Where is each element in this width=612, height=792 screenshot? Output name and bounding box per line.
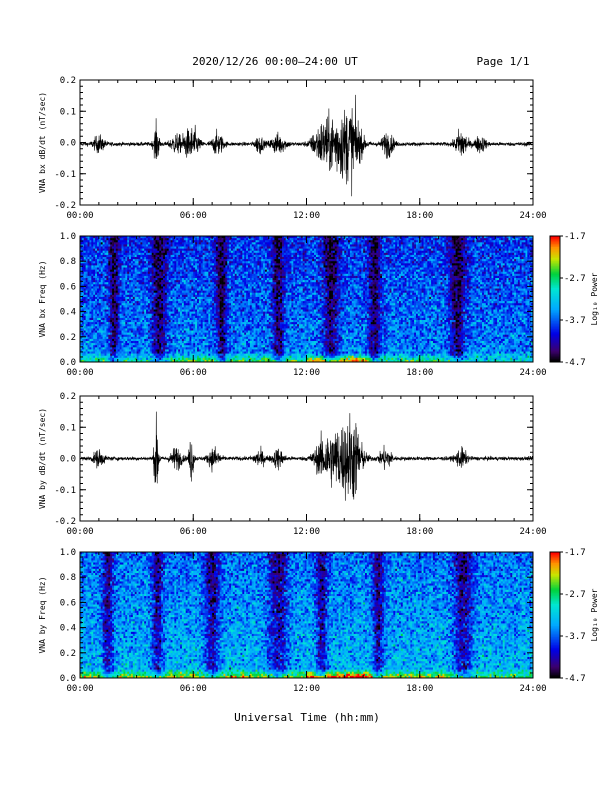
y-tick-label: 0.0 <box>60 358 76 368</box>
y-tick-label: 0.0 <box>60 674 76 684</box>
colorbar-label: Log₁₀ Power <box>590 272 599 325</box>
y-tick-label: -0.2 <box>54 201 76 211</box>
x-tick-label: 24:00 <box>519 527 546 537</box>
y-tick-label: 0.2 <box>60 392 76 402</box>
waveform-trace <box>79 94 534 197</box>
y-tick-label: 0.6 <box>60 282 76 292</box>
y-tick-label: 1.0 <box>60 548 76 558</box>
y-tick-label: 0.2 <box>60 649 76 659</box>
waveform-trace <box>79 411 534 501</box>
colorbar-label: Log₁₀ Power <box>590 588 599 641</box>
panel-0-axes: 00:00 06:00 12:00 18:00 24:00 0.2 0.1 0.0 -0.1 -0… <box>38 76 547 221</box>
panel-3-colorbar: -1.7 -2.7 -3.7 -4.7 Log₁₀ Power <box>549 548 599 684</box>
y-tick-label: 0.1 <box>60 423 76 433</box>
y-axis-label: VNA by dB/dt (nT/sec) <box>38 408 47 509</box>
x-tick-label: 12:00 <box>293 368 320 378</box>
panel-3-spectrogram <box>80 552 534 679</box>
colorbar-tick-label: -4.7 <box>564 674 586 684</box>
x-tick-label: 00:00 <box>66 684 93 694</box>
panel-3-axes: 00:00 06:00 12:00 18:00 24:00 1.0 0.8 0.6 0.4 0.2… <box>38 548 547 694</box>
y-tick-label: 0.4 <box>60 308 76 318</box>
y-tick-label: -0.1 <box>54 170 76 180</box>
colorbar-tick-label: -1.7 <box>564 232 586 242</box>
x-tick-label: 12:00 <box>293 211 320 221</box>
panels: 00:00 06:00 12:00 18:00 24:00 0.2 0.1 0.0 -0.1 -0… <box>38 76 599 694</box>
colorbar-tick-label: -1.7 <box>564 548 586 558</box>
x-tick-label: 06:00 <box>180 684 207 694</box>
x-tick-label: 06:00 <box>180 527 207 537</box>
x-tick-label: 00:00 <box>66 527 93 537</box>
y-tick-label: 0.6 <box>60 598 76 608</box>
x-tick-label: 24:00 <box>519 368 546 378</box>
x-tick-label: 06:00 <box>180 368 207 378</box>
x-tick-label: 00:00 <box>66 368 93 378</box>
y-axis-label: VNA by Freq (Hz) <box>38 576 47 653</box>
colorbar-tick-label: -3.7 <box>564 316 586 326</box>
panel-2-axes: 00:00 06:00 12:00 18:00 24:00 0.2 0.1 0.0 -0.1 -0… <box>38 392 547 537</box>
x-tick-label: 18:00 <box>406 684 433 694</box>
x-tick-label: 18:00 <box>406 368 433 378</box>
y-tick-label: 0.2 <box>60 333 76 343</box>
x-tick-label: 12:00 <box>293 527 320 537</box>
x-tick-label: 18:00 <box>406 527 433 537</box>
y-tick-label: 0.8 <box>60 573 76 583</box>
panel-2-waveform <box>79 411 534 501</box>
y-tick-label: 0.0 <box>60 139 76 149</box>
panel-1-axes: 00:00 06:00 12:00 18:00 24:00 1.0 0.8 0.6 0.4 0.2… <box>38 232 547 378</box>
page-title: 2020/12/26 00:00–24:00 UT <box>192 55 358 68</box>
y-tick-label: 0.1 <box>60 107 76 117</box>
x-tick-label: 24:00 <box>519 211 546 221</box>
x-tick-label: 06:00 <box>180 211 207 221</box>
colorbar-tick-label: -3.7 <box>564 632 586 642</box>
y-tick-label: 0.4 <box>60 624 76 634</box>
y-tick-label: 0.8 <box>60 257 76 267</box>
colorbar-tick-label: -2.7 <box>564 590 586 600</box>
x-axis-title: Universal Time (hh:mm) <box>234 711 380 724</box>
panel-1-colorbar: -1.7 -2.7 -3.7 -4.7 Log₁₀ Power <box>549 232 599 368</box>
x-tick-label: 12:00 <box>293 684 320 694</box>
x-tick-label: 18:00 <box>406 211 433 221</box>
y-tick-label: 0.2 <box>60 76 76 86</box>
y-tick-label: 1.0 <box>60 232 76 242</box>
y-tick-label: -0.1 <box>54 486 76 496</box>
panel-1-spectrogram <box>80 236 534 363</box>
x-tick-label: 24:00 <box>519 684 546 694</box>
y-axis-label: VNA bx dB/dt (nT/sec) <box>38 92 47 193</box>
colorbar-tick-label: -2.7 <box>564 274 586 284</box>
y-tick-label: -0.2 <box>54 517 76 527</box>
panel-0-waveform <box>79 94 534 197</box>
colorbar-tick-label: -4.7 <box>564 358 586 368</box>
x-tick-label: 00:00 <box>66 211 93 221</box>
page-number: Page 1/1 <box>477 55 530 68</box>
y-axis-label: VNA bx Freq (Hz) <box>38 260 47 337</box>
y-tick-label: 0.0 <box>60 455 76 465</box>
